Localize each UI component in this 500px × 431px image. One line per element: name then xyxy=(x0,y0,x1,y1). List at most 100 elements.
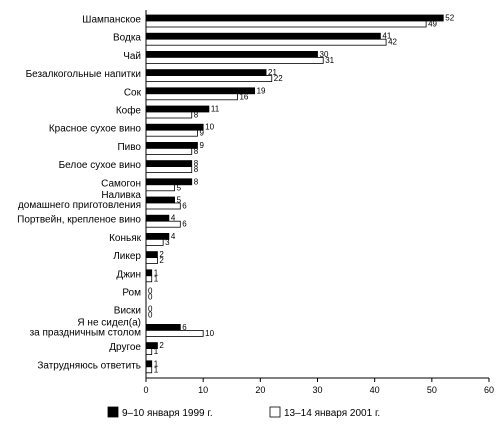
category-label: Ликер xyxy=(113,251,141,262)
bar-2001 xyxy=(145,75,273,82)
data-label: 19 xyxy=(257,86,266,95)
data-label: 8 xyxy=(194,159,199,168)
bar-2001 xyxy=(145,202,181,210)
data-label: 1 xyxy=(154,359,159,368)
data-label: 16 xyxy=(239,92,248,101)
bar-2001 xyxy=(145,57,324,64)
bar-2001 xyxy=(145,20,427,28)
data-label: 0 xyxy=(148,293,153,302)
data-label: 2 xyxy=(159,256,164,265)
category-label: Наливка домашнего приготовления xyxy=(18,190,142,211)
category-label: Белое сухое вино xyxy=(59,160,142,171)
bar-2001 xyxy=(145,147,193,155)
bar-1999 xyxy=(145,14,444,22)
bar-1999 xyxy=(145,360,153,368)
category-label: Коньяк xyxy=(109,233,142,244)
data-label: 0 xyxy=(148,305,153,314)
data-label: 31 xyxy=(325,56,334,65)
x-tick-label: 40 xyxy=(370,385,380,395)
data-label: 3 xyxy=(165,238,170,247)
bar-2001 xyxy=(145,129,198,137)
legend-swatch xyxy=(269,406,281,418)
data-label: 1 xyxy=(154,268,159,277)
category-label: Портвейн, крепленое вино xyxy=(17,215,141,226)
category-label: Другое xyxy=(109,342,141,353)
bar-2001 xyxy=(145,275,153,283)
bar-2001 xyxy=(145,348,153,356)
bar-1999 xyxy=(145,269,153,277)
bar-1999 xyxy=(145,87,256,95)
bar-1999 xyxy=(145,141,198,149)
bar-1999 xyxy=(145,32,381,40)
bar-1999 xyxy=(145,196,175,204)
legend-label: 13–14 января 2001 г. xyxy=(284,408,380,419)
bar-1999 xyxy=(145,251,158,259)
x-tick-label: 50 xyxy=(427,385,437,395)
bar-2001 xyxy=(145,38,387,46)
data-label: 5 xyxy=(177,183,182,192)
data-label: 0 xyxy=(148,287,153,296)
data-label: 10 xyxy=(205,123,214,132)
bar-2001 xyxy=(145,238,164,246)
data-label: 4 xyxy=(171,232,176,241)
data-label: 42 xyxy=(388,38,397,47)
data-label: 8 xyxy=(194,177,199,186)
x-tick-label: 10 xyxy=(198,385,208,395)
bar-2001 xyxy=(145,329,204,337)
data-label: 6 xyxy=(182,220,187,229)
data-label: 9 xyxy=(199,141,204,150)
data-label: 6 xyxy=(182,202,187,211)
category-label: Шампанское xyxy=(82,15,141,26)
category-label: Сок xyxy=(124,87,142,98)
bar-2001 xyxy=(145,257,158,265)
legend-swatch xyxy=(107,406,119,418)
bar-2001 xyxy=(145,220,181,228)
category-label: Кофе xyxy=(116,105,142,117)
category-label: Красное сухое вино xyxy=(49,124,142,135)
data-label: 1 xyxy=(154,274,159,283)
data-label: 1 xyxy=(154,365,159,374)
bar-2001 xyxy=(145,111,193,119)
bar-1999 xyxy=(145,214,170,222)
x-axis: 0 10 20 30 40 50 60 xyxy=(143,10,494,395)
data-label: 22 xyxy=(274,74,283,83)
data-label: 10 xyxy=(205,329,214,338)
data-label: 11 xyxy=(211,105,220,114)
x-tick-label: 0 xyxy=(143,385,148,395)
category-label: Я не сидел(а) за праздничным столом xyxy=(30,317,142,338)
bar-1999 xyxy=(145,51,318,58)
data-label: 2 xyxy=(159,341,164,350)
category-label: Чай xyxy=(123,51,141,62)
bar-2001 xyxy=(145,166,193,174)
bar-2001 xyxy=(145,366,153,374)
bar-1999 xyxy=(145,123,204,131)
category-label: Безалкогольные напитки xyxy=(26,69,141,80)
data-label: 5 xyxy=(177,196,182,205)
category-label: Ром xyxy=(122,288,141,299)
legend: 9–10 января 1999 г. 13–14 января 2001 г. xyxy=(107,406,380,419)
data-label: 8 xyxy=(194,111,199,120)
data-label: 30 xyxy=(320,50,329,59)
bar-2001 xyxy=(145,184,175,192)
legend-item-1999: 9–10 января 1999 г. xyxy=(107,406,213,419)
data-label: 21 xyxy=(268,68,277,77)
data-label: 2 xyxy=(159,250,164,259)
category-label: Затрудняюсь ответить xyxy=(37,360,141,371)
x-tick-label: 20 xyxy=(255,385,265,395)
data-label: 0 xyxy=(148,311,153,320)
data-label: 52 xyxy=(445,14,454,23)
data-label: 41 xyxy=(382,32,391,41)
bar-1999 xyxy=(145,105,210,113)
bar-1999 xyxy=(145,69,267,76)
legend-item-2001: 13–14 января 2001 г. xyxy=(269,406,380,419)
category-label: Виски xyxy=(114,306,141,317)
data-label: 9 xyxy=(199,129,204,138)
data-label: 4 xyxy=(171,214,176,223)
data-label: 1 xyxy=(154,347,159,356)
data-label: 6 xyxy=(182,323,187,332)
bar-1999 xyxy=(145,323,181,331)
data-label: 8 xyxy=(194,165,199,174)
bar-2001 xyxy=(145,93,238,101)
